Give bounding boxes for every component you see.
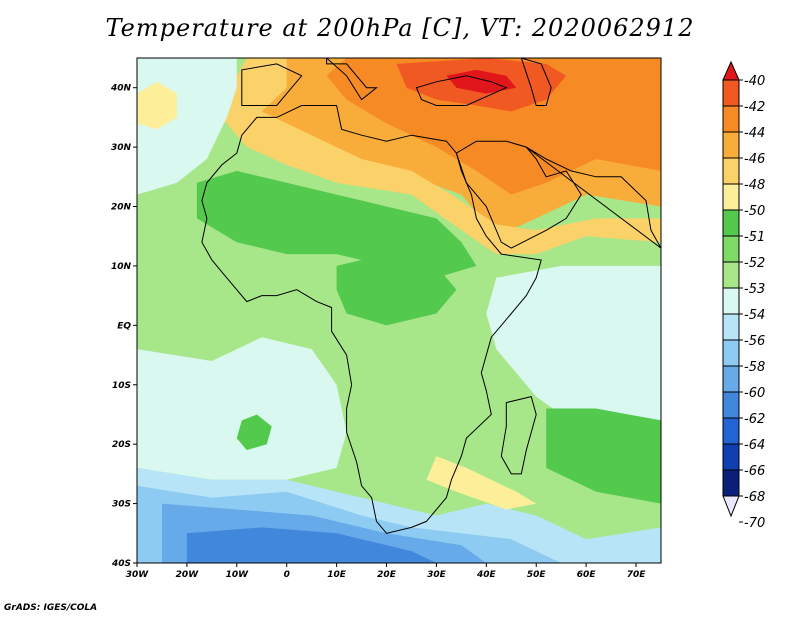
coastline-asia-minor (415, 75, 508, 106)
x-tick-label: 40E (476, 570, 497, 580)
x-tick-label: 20W (176, 570, 200, 580)
colorbar: -40 -42 -44 -46 -48 -50 -51 -52 -53 -54 -56 -58 -60 -… (722, 60, 765, 531)
y-tick-label: 10S (112, 381, 131, 391)
x-tick-label: 20E (377, 570, 397, 580)
colorbar-label: -51 (744, 230, 765, 245)
colorbar-swatch (722, 131, 740, 159)
field-region-indian-ocean-pale (486, 265, 661, 457)
colorbar-label: -40 (744, 74, 765, 89)
colorbar-swatch (722, 313, 740, 341)
colorbar-swatch (722, 417, 740, 445)
field-region-southern-blue62 (186, 527, 437, 563)
colorbar-swatch (722, 79, 740, 107)
grads-credit: GrADS: IGES/COLA (4, 603, 98, 613)
colorbar-label: -68 (744, 490, 765, 505)
colorbar-label: -64 (744, 438, 765, 453)
coastline-arabia (455, 140, 582, 249)
colorbar-swatch (722, 443, 740, 471)
coastline-africa (201, 105, 542, 534)
colorbar-swatch (722, 105, 740, 133)
colorbar-label: -52 (744, 256, 765, 271)
colorbar-swatch (722, 183, 740, 211)
y-tick-label: 20S (112, 440, 131, 450)
colorbar-label: -46 (744, 152, 765, 167)
colorbar-swatch (722, 339, 740, 367)
colorbar-label: -54 (744, 308, 765, 323)
longitude-axis: 30W 20W 10W 0 10E 20E 30E 40E 50E 60E 70E (126, 563, 646, 580)
colorbar-label: -60 (744, 386, 765, 401)
map-title: Temperature at 200hPa [C], VT: 202006291… (105, 14, 695, 42)
x-tick-label: 30W (126, 570, 150, 580)
map-frame (136, 57, 662, 564)
coastlines (201, 58, 661, 534)
colorbar-bottom-arrow (722, 495, 740, 518)
temperature-field (137, 58, 661, 563)
field-region-sahel-green (196, 170, 477, 278)
field-region-central-green (336, 254, 457, 326)
field-region-warm-north-44 (326, 58, 661, 195)
field-region-atl-nw-yellow (137, 81, 177, 130)
colorbar-swatch (722, 391, 740, 419)
y-tick-label: 30S (112, 500, 131, 510)
colorbar-label: -62 (744, 412, 765, 427)
colorbar-label: -48 (744, 178, 765, 193)
colorbar-label: -66 (744, 464, 765, 479)
y-tick-label: 30N (111, 143, 132, 153)
colorbar-label: -58 (744, 360, 765, 375)
y-tick-label: 40N (110, 84, 132, 94)
colorbar-swatch (722, 365, 740, 393)
x-tick-label: 10E (327, 570, 347, 580)
colorbar-swatch (722, 287, 740, 315)
colorbar-label: -70 (744, 516, 765, 531)
x-tick-label: 60E (577, 570, 597, 580)
field-region-south-indian-green (546, 408, 661, 504)
colorbar-swatch (722, 261, 740, 289)
field-region-south-atl-pale (137, 337, 347, 480)
y-tick-label: 20N (111, 203, 132, 213)
x-tick-label: 0 (284, 570, 290, 580)
coastline-iberia (241, 63, 303, 106)
y-tick-label: 40S (111, 559, 131, 569)
x-tick-label: 30E (427, 570, 447, 580)
colorbar-swatch (722, 209, 740, 237)
colorbar-swatch (722, 469, 740, 497)
field-region-southeast-yellow (426, 456, 537, 510)
latitude-axis: 40N 30N 20N 10N EQ 10S 20S 30S 40S (110, 84, 137, 569)
coastline-madagascar (500, 396, 537, 475)
colorbar-swatch (722, 235, 740, 263)
coastline-persia-coast (526, 146, 661, 249)
x-tick-label: 10W (226, 570, 250, 580)
field-region-warm-north-48 (216, 58, 661, 255)
colorbar-label: -44 (744, 126, 765, 141)
colorbar-label: -42 (744, 100, 765, 115)
y-tick-label: EQ (117, 321, 131, 331)
y-tick-label: 10N (111, 262, 132, 272)
colorbar-top-arrow (722, 60, 740, 81)
colorbar-label: -50 (744, 204, 765, 219)
x-tick-label: 50E (527, 570, 547, 580)
x-tick-label: 70E (627, 570, 647, 580)
field-region-south-atl-green (236, 414, 272, 451)
coastline-italy (326, 58, 378, 101)
colorbar-label: -56 (744, 334, 765, 349)
coastline-caspian (520, 58, 552, 106)
colorbar-label: -53 (744, 282, 765, 297)
colorbar-swatch (722, 157, 740, 185)
